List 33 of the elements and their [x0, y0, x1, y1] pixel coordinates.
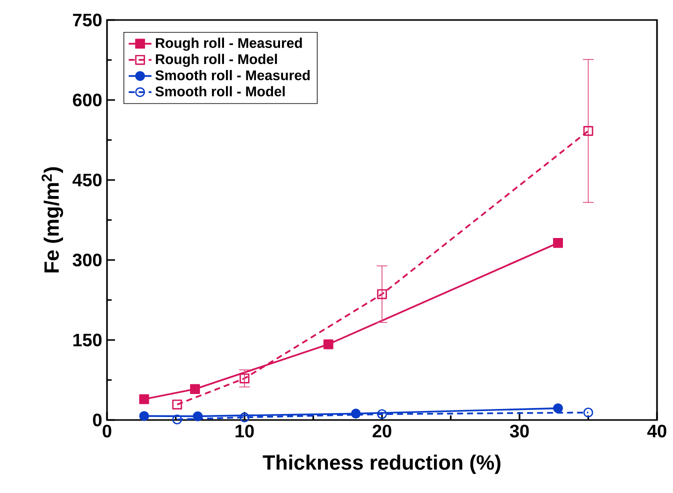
y-tick-label: 150	[73, 334, 102, 346]
point	[377, 289, 387, 300]
x-tick-label: 10	[236, 424, 254, 438]
point	[583, 126, 594, 136]
legend-label: Rough roll - Model	[156, 54, 277, 67]
point	[583, 408, 594, 418]
y-tick-label: 300	[72, 254, 102, 266]
x-tick-label: 30	[510, 424, 529, 438]
legend-label: Smooth roll - Model	[155, 86, 285, 96]
x-tick-label: 20	[372, 424, 392, 438]
point	[139, 411, 150, 421]
point	[192, 411, 203, 422]
x-tick-label: 40	[647, 424, 666, 438]
y-tick-label: 450	[72, 174, 102, 186]
point	[553, 238, 563, 248]
legend-label: Smooth roll - Measured	[155, 70, 310, 80]
y-tick-label: 0	[92, 414, 102, 426]
point	[240, 412, 250, 422]
point	[553, 403, 563, 414]
point	[323, 339, 334, 350]
x-tick-label: 0	[102, 424, 112, 438]
point	[377, 409, 387, 420]
legend-label: Rough roll - Measured	[156, 38, 302, 51]
y-axis-title: Fe (mg/m$^{2}$)	[42, 167, 64, 272]
y-tick-label: 750	[73, 14, 102, 26]
point	[139, 394, 150, 404]
point	[240, 373, 250, 384]
point	[172, 400, 182, 410]
point	[172, 414, 182, 424]
point	[350, 408, 361, 419]
y-tick-label: 600	[72, 94, 102, 106]
x-axis-title: Thickness reduction (%)	[262, 454, 500, 474]
point	[190, 384, 200, 394]
